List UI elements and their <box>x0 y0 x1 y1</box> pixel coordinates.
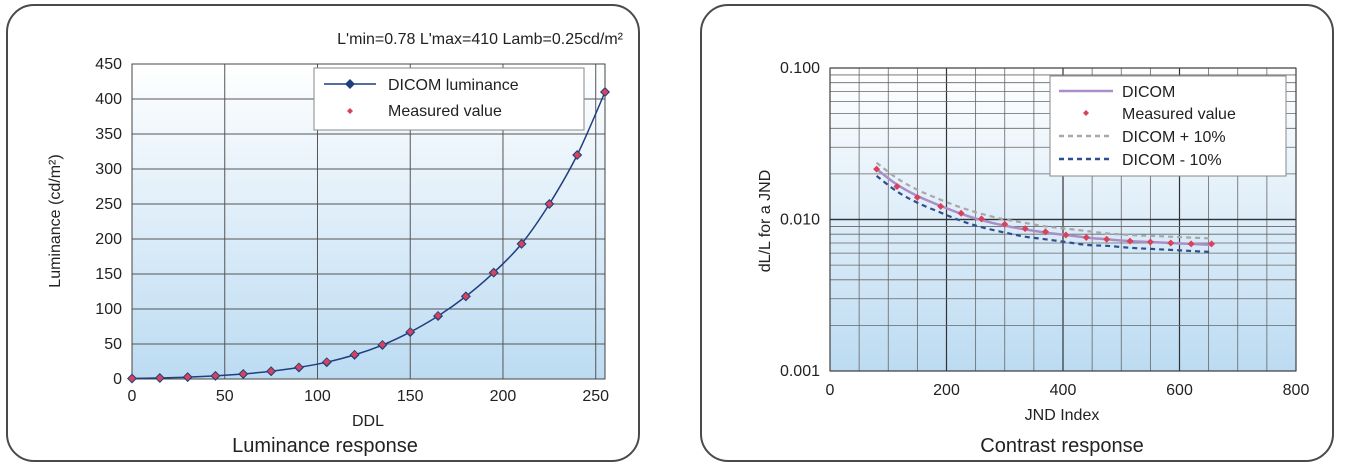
series-line-dicom-minus-10 <box>875 175 1212 254</box>
x-axis-label: DDL <box>352 413 384 430</box>
data-point-measured-value <box>1042 228 1050 236</box>
data-point-measured-value <box>913 193 921 201</box>
data-point-measured-value <box>184 373 192 381</box>
data-point-measured-value <box>267 367 275 375</box>
x-tick-label: 150 <box>397 388 424 405</box>
luminance-chart: 0 50 100 150 200 250 0 50 100 150 200 250 300 350 400 4… <box>47 31 624 457</box>
data-point-measured-value <box>462 292 470 300</box>
legend-label-measured-value: Measured value <box>1122 106 1236 123</box>
x-tick-label: 200 <box>933 382 960 399</box>
legend: DICOM luminance Measured value <box>313 67 585 131</box>
x-tick-label: 0 <box>826 382 835 399</box>
data-point-measured-value <box>1187 240 1195 248</box>
data-point-measured-value <box>490 269 498 277</box>
x-axis-label: JND Index <box>1025 407 1100 424</box>
data-point-measured-value <box>545 200 553 208</box>
data-point-measured-value <box>957 209 965 217</box>
data-point-measured-value <box>1126 237 1134 245</box>
data-point-measured-value <box>211 372 219 380</box>
y-tick-label: 0 <box>113 371 122 388</box>
x-tick-label: 200 <box>490 388 517 405</box>
x-tick-label: 400 <box>1050 382 1077 399</box>
y-tick-label: 100 <box>95 301 122 318</box>
chart-title: Luminance response <box>232 435 418 457</box>
y-tick-label: 150 <box>95 266 122 283</box>
y-tick-label: 0.010 <box>780 212 820 229</box>
data-point-measured-value <box>873 165 881 173</box>
data-point-measured-value <box>406 328 414 336</box>
data-point-measured-value <box>1021 225 1029 233</box>
chart-title: Contrast response <box>980 435 1143 457</box>
contrast-chart: 0 200 400 600 800 0.001 0.010 0.100 JND Index d… <box>757 60 1310 457</box>
data-point-measured-value <box>156 374 164 382</box>
data-point-measured-value <box>1208 240 1216 248</box>
y-tick-label: 300 <box>95 161 122 178</box>
y-tick-label: 350 <box>95 126 122 143</box>
data-point-measured-value <box>323 358 331 366</box>
data-point-measured-value <box>518 240 526 248</box>
data-point-measured-value <box>295 363 303 371</box>
y-tick-label: 200 <box>95 231 122 248</box>
y-axis-label: Luminance (cd/m²) <box>47 154 64 287</box>
legend-label-dicom-luminance: DICOM luminance <box>388 77 519 94</box>
x-tick-label: 50 <box>216 388 234 405</box>
contrast-chart-panel: 0 200 400 600 800 0.001 0.010 0.100 JND Index d… <box>700 4 1334 462</box>
x-tick-label: 100 <box>304 388 331 405</box>
y-tick-label: 0.100 <box>780 60 820 77</box>
chart-annotation: L'min=0.78 L'max=410 Lamb=0.25cd/m² <box>337 31 624 48</box>
y-tick-label: 400 <box>95 91 122 108</box>
x-tick-label: 800 <box>1283 382 1310 399</box>
data-point-measured-value <box>1001 220 1009 228</box>
data-point-measured-value <box>434 312 442 320</box>
data-point-measured-value <box>573 151 581 159</box>
data-point-measured-value <box>937 202 945 210</box>
data-point-measured-value <box>1082 234 1090 242</box>
data-point-measured-value <box>351 351 359 358</box>
y-tick-label: 250 <box>95 196 122 213</box>
data-point-measured-value <box>378 341 386 349</box>
y-tick-label: 50 <box>104 336 122 353</box>
legend-label-dicom-plus-10: DICOM + 10% <box>1122 129 1226 146</box>
y-axis-label: dL/L for a JND <box>757 170 774 273</box>
data-point-measured-value <box>977 215 985 223</box>
series-line-dicom-plus-10 <box>875 161 1212 240</box>
data-point-measured-value <box>128 374 136 382</box>
legend: DICOM Measured value DICOM + 10% DICOM -… <box>1049 75 1287 177</box>
data-point-measured-value <box>1103 235 1111 243</box>
data-point-measured-value <box>1146 238 1154 246</box>
legend-label-measured-value: Measured value <box>388 103 502 120</box>
y-tick-label: 0.001 <box>780 363 820 380</box>
legend-label-dicom-minus-10: DICOM - 10% <box>1122 152 1222 169</box>
legend-label-dicom: DICOM <box>1122 84 1175 101</box>
luminance-chart-panel: 0 50 100 150 200 250 0 50 100 150 200 250 300 350 400 4… <box>6 4 640 462</box>
data-point-measured-value <box>239 370 247 378</box>
x-tick-label: 250 <box>582 388 609 405</box>
data-point-measured-value <box>601 88 609 96</box>
data-point-measured-value <box>1062 231 1070 239</box>
data-point-measured-value <box>893 183 901 191</box>
y-tick-label: 450 <box>95 56 122 73</box>
x-tick-label: 600 <box>1166 382 1193 399</box>
data-point-measured-value <box>1167 239 1175 247</box>
x-tick-label: 0 <box>128 388 137 405</box>
